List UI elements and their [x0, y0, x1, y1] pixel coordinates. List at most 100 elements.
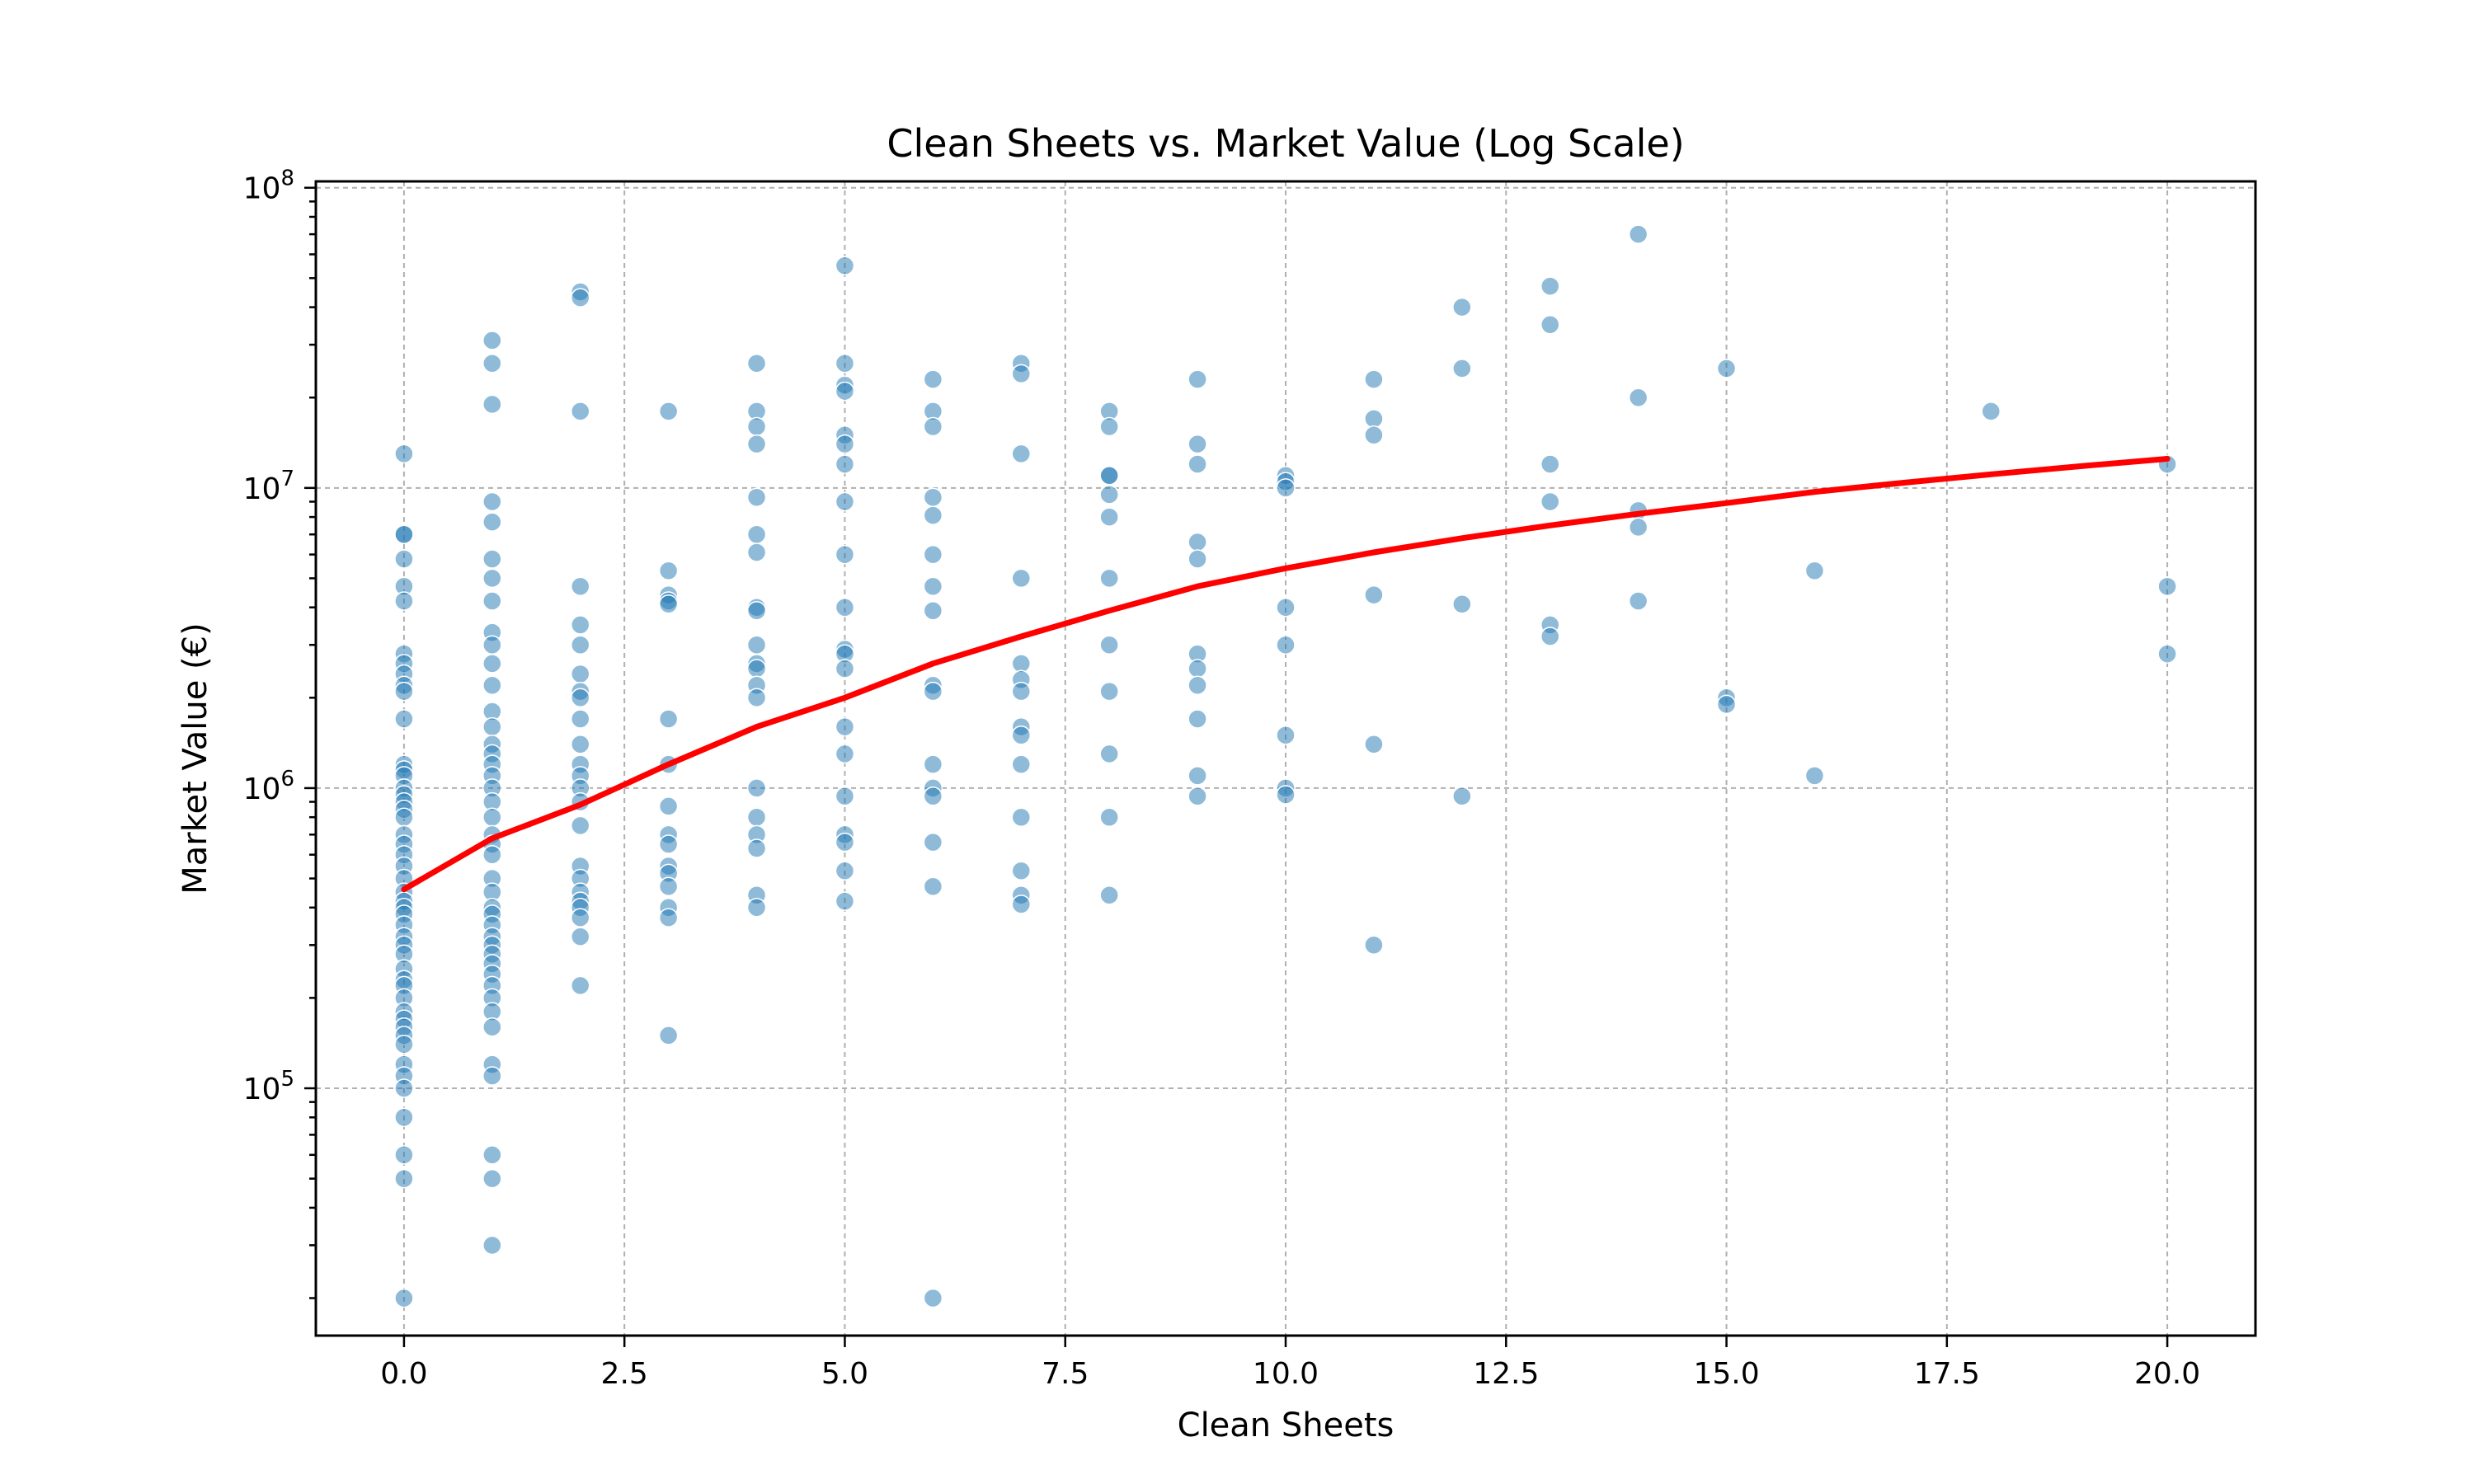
- x-tick-label: 20.0: [2134, 1357, 2200, 1391]
- data-point: [1099, 416, 1119, 437]
- data-point: [923, 600, 943, 621]
- data-point: [394, 1145, 414, 1165]
- data-point: [835, 381, 855, 402]
- data-point: [482, 591, 502, 611]
- data-point: [658, 796, 679, 816]
- data-point: [835, 861, 855, 881]
- data-point: [1716, 359, 1737, 378]
- data-point: [1011, 681, 1032, 702]
- data-point: [1099, 885, 1119, 905]
- data-point: [482, 807, 502, 827]
- data-point: [658, 709, 679, 729]
- data-point: [835, 891, 855, 911]
- data-point: [835, 659, 855, 679]
- data-point: [2157, 576, 2177, 596]
- data-point: [923, 369, 943, 389]
- y-axis-label: Market Value (€): [176, 622, 214, 894]
- data-point: [746, 778, 767, 798]
- data-point: [1188, 454, 1207, 474]
- data-point: [570, 908, 590, 928]
- data-point: [835, 491, 855, 512]
- axis-ticks: 0.0 2.5 5.0 7.5 10.0 12.5 15.0 17.5 20.0 105 106 10…: [243, 167, 2201, 1391]
- data-point: [1188, 549, 1207, 569]
- data-point: [746, 353, 767, 373]
- data-point: [1716, 694, 1737, 715]
- data-point: [1364, 409, 1384, 429]
- x-tick-label: 10.0: [1253, 1357, 1319, 1391]
- data-point: [1452, 359, 1472, 378]
- y-tick-label: 108: [243, 167, 294, 206]
- data-point: [394, 1078, 414, 1098]
- data-point: [658, 561, 679, 580]
- x-tick-label: 12.5: [1473, 1357, 1539, 1391]
- data-point: [746, 542, 767, 562]
- data-point: [1981, 402, 2001, 421]
- data-point: [482, 1168, 502, 1189]
- data-point: [570, 709, 590, 729]
- data-point: [746, 487, 767, 508]
- data-point: [482, 716, 502, 737]
- data-point: [1011, 726, 1032, 745]
- data-point: [923, 505, 943, 525]
- data-point: [394, 524, 414, 544]
- data-point: [1364, 425, 1384, 445]
- data-point: [1540, 314, 1560, 335]
- data-point: [1188, 434, 1207, 454]
- data-point: [1628, 224, 1649, 244]
- data-point: [1276, 635, 1296, 655]
- data-point: [1188, 369, 1207, 389]
- data-point: [1188, 786, 1207, 806]
- data-point: [482, 1066, 502, 1086]
- data-point: [394, 591, 414, 611]
- data-point: [746, 635, 767, 655]
- data-point: [746, 659, 767, 679]
- data-points: [394, 224, 2177, 1308]
- data-point: [394, 1035, 414, 1054]
- data-point: [482, 353, 502, 373]
- data-point: [923, 681, 943, 702]
- x-tick-label: 17.5: [1914, 1357, 1980, 1391]
- data-point: [1011, 895, 1032, 914]
- data-point: [482, 635, 502, 655]
- data-point: [1364, 734, 1384, 754]
- data-point: [570, 615, 590, 635]
- data-point: [1804, 561, 1825, 580]
- data-point: [835, 786, 855, 806]
- data-point: [482, 654, 502, 674]
- data-point: [570, 734, 590, 754]
- data-point: [1452, 297, 1472, 317]
- data-point: [1099, 485, 1119, 505]
- data-point: [1540, 491, 1560, 512]
- data-point: [658, 908, 679, 928]
- data-point: [1276, 478, 1296, 498]
- data-point: [1804, 766, 1825, 786]
- data-point: [394, 709, 414, 729]
- data-point: [746, 416, 767, 437]
- data-point: [570, 688, 590, 708]
- data-point: [923, 876, 943, 897]
- data-point: [1540, 276, 1560, 296]
- data-point: [1276, 785, 1296, 805]
- data-point: [1011, 364, 1032, 384]
- data-point: [1628, 591, 1649, 611]
- data-point: [835, 434, 855, 454]
- data-point: [394, 1107, 414, 1128]
- data-point: [1276, 597, 1296, 618]
- x-tick-label: 7.5: [1042, 1357, 1089, 1391]
- gridlines: [316, 181, 2255, 1336]
- data-point: [394, 1168, 414, 1189]
- data-point: [835, 597, 855, 618]
- data-point: [658, 1026, 679, 1045]
- data-point: [746, 898, 767, 918]
- data-point: [923, 544, 943, 565]
- data-point: [1188, 675, 1207, 695]
- data-point: [1364, 369, 1384, 389]
- data-point: [658, 594, 679, 614]
- x-tick-label: 0.0: [380, 1357, 427, 1391]
- data-point: [923, 416, 943, 437]
- data-point: [923, 754, 943, 774]
- data-point: [746, 524, 767, 544]
- data-point: [482, 491, 502, 512]
